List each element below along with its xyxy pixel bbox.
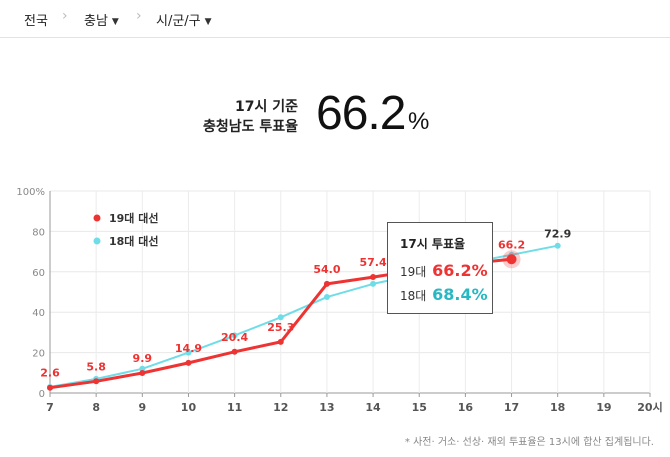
headline-time: 17시 기준 <box>235 99 298 115</box>
province-dropdown[interactable]: 충남 ▼ <box>84 10 119 29</box>
caret-down-icon: ▼ <box>111 17 119 27</box>
tooltip-row-18-label: 18대 <box>400 289 427 303</box>
district-dropdown-label: 시/군/구 <box>156 14 201 29</box>
chart-tooltip: 17시 투표율 19대 66.2% 18대 68.4% <box>387 222 493 314</box>
legend-marker <box>93 214 101 222</box>
x-tick-label: 12 <box>273 401 288 414</box>
data-label: 54.0 <box>313 263 340 276</box>
data-point <box>554 242 561 249</box>
x-tick-label: 20시 <box>637 401 662 414</box>
chart-legend: 19대 대선 18대 대선 <box>93 211 159 248</box>
tooltip-row-18-value: 68.4% <box>432 285 488 304</box>
x-axis: 7 8 9 10 11 12 13 14 15 16 17 18 19 20시 <box>46 401 663 414</box>
data-point <box>277 314 284 321</box>
y-tick-label: 60 <box>32 268 45 279</box>
chevron-right-icon: › <box>62 8 68 24</box>
legend-label: 19대 대선 <box>109 211 159 225</box>
data-point <box>370 274 377 281</box>
y-axis: 0 20 40 60 80 100% <box>16 187 45 400</box>
x-tick-label: 7 <box>46 401 54 414</box>
x-tick-label: 9 <box>138 401 146 414</box>
tooltip-row-19-label: 19대 <box>400 265 427 279</box>
data-label: 5.8 <box>86 360 106 373</box>
tooltip-row-19: 19대 66.2% <box>400 261 488 280</box>
province-dropdown-label: 충남 <box>84 14 108 29</box>
data-point <box>185 349 192 356</box>
x-tick-label: 18 <box>550 401 565 414</box>
district-dropdown[interactable]: 시/군/구 ▼ <box>156 10 212 29</box>
breadcrumb-home[interactable]: 전국 <box>24 14 48 29</box>
data-point <box>139 365 146 372</box>
data-label: 20.4 <box>221 331 248 344</box>
footnote: * 사전‧ 거소‧ 선상‧ 재외 투표율은 13시에 합산 집계됩니다. <box>404 437 654 448</box>
data-label: 2.6 <box>40 367 60 380</box>
headline-region: 충청남도 투표율 <box>202 119 298 135</box>
x-tick-label: 14 <box>365 401 381 414</box>
turnout-unit: % <box>408 108 430 135</box>
y-tick-label: 40 <box>32 308 45 319</box>
x-tick-label: 15 <box>412 401 427 414</box>
chevron-right-icon: › <box>136 8 142 24</box>
y-tick-label: 0 <box>39 389 45 400</box>
data-label: 25.3 <box>267 321 294 334</box>
legend-label: 18대 대선 <box>109 234 159 248</box>
x-tick-label: 16 <box>458 401 474 414</box>
data-point <box>277 338 284 345</box>
data-point <box>231 348 238 355</box>
data-label: 57.4 <box>360 256 387 269</box>
y-tick-label: 80 <box>32 227 45 238</box>
turnout-value: 66.2 <box>316 87 406 140</box>
x-tick-label: 8 <box>92 401 100 414</box>
tooltip-row-19-value: 66.2% <box>432 261 488 280</box>
breadcrumb: 전국 › 충남 ▼ › 시/군/구 ▼ <box>0 0 670 38</box>
data-label: 66.2 <box>498 238 525 251</box>
tooltip-row-18: 18대 68.4% <box>400 285 488 304</box>
x-tick-label: 19 <box>596 401 611 414</box>
data-label: 9.9 <box>133 352 153 365</box>
data-point <box>139 370 146 377</box>
x-tick-label: 10 <box>181 401 197 414</box>
data-point <box>47 384 53 391</box>
data-point <box>93 378 100 385</box>
data-label: 72.9 <box>544 228 571 241</box>
y-tick-label: 100% <box>16 187 45 198</box>
y-tick-label: 20 <box>32 349 45 360</box>
x-tick-label: 17 <box>504 401 519 414</box>
data-point <box>231 332 238 339</box>
x-tick-label: 13 <box>319 401 334 414</box>
data-label: 14.9 <box>175 342 202 355</box>
legend-marker <box>93 237 101 245</box>
x-tick-label: 11 <box>227 401 242 414</box>
data-point <box>370 280 377 287</box>
tooltip-title: 17시 투표율 <box>400 237 466 251</box>
caret-down-icon: ▼ <box>204 17 212 27</box>
data-point <box>323 294 330 301</box>
data-point <box>323 280 330 287</box>
highlight-point <box>506 254 517 265</box>
data-point <box>185 359 192 366</box>
